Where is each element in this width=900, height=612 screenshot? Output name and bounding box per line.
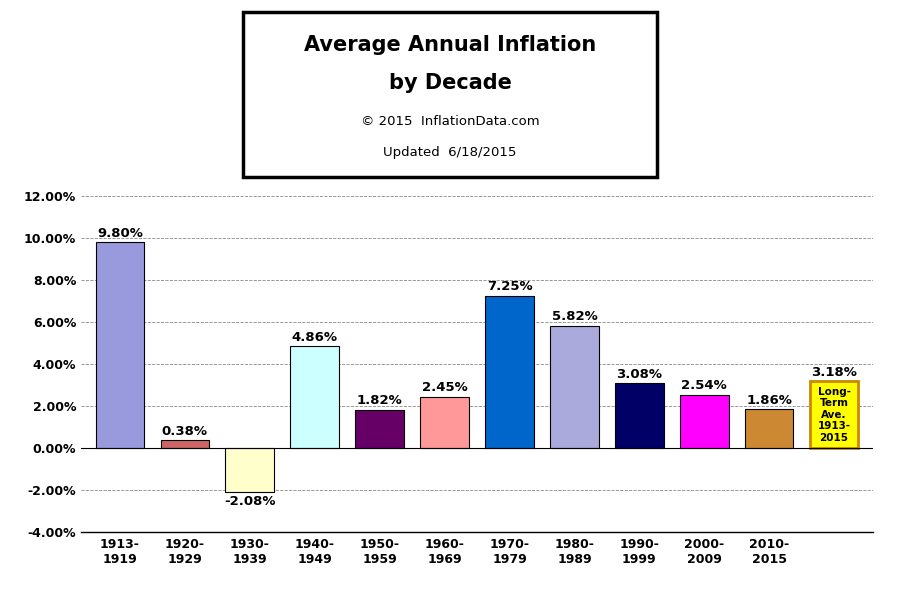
Text: Average Annual Inflation: Average Annual Inflation: [304, 35, 596, 55]
Bar: [95, 242, 144, 448]
Text: 9.80%: 9.80%: [97, 226, 143, 239]
Text: 5.82%: 5.82%: [552, 310, 598, 323]
Bar: [615, 384, 663, 448]
Text: 2.45%: 2.45%: [422, 381, 467, 394]
Text: 0.38%: 0.38%: [162, 425, 208, 438]
Bar: [680, 395, 729, 448]
Bar: [291, 346, 339, 448]
Bar: [550, 326, 598, 448]
Text: by Decade: by Decade: [389, 73, 511, 93]
Text: Updated  6/18/2015: Updated 6/18/2015: [383, 146, 517, 159]
Text: 3.08%: 3.08%: [616, 368, 662, 381]
Text: 4.86%: 4.86%: [292, 330, 338, 343]
Bar: [420, 397, 469, 448]
Bar: [225, 448, 274, 492]
Text: 3.18%: 3.18%: [811, 366, 857, 379]
Bar: [160, 440, 209, 448]
Text: 1.82%: 1.82%: [356, 395, 402, 408]
Bar: [485, 296, 534, 448]
Text: 7.25%: 7.25%: [487, 280, 532, 293]
Text: 2.54%: 2.54%: [681, 379, 727, 392]
Text: -2.08%: -2.08%: [224, 494, 275, 507]
Bar: [356, 410, 404, 448]
Text: © 2015  InflationData.com: © 2015 InflationData.com: [361, 115, 539, 128]
Bar: [745, 409, 794, 448]
Text: Long-
Term
Ave.
1913-
2015: Long- Term Ave. 1913- 2015: [817, 387, 850, 443]
Bar: [810, 381, 859, 448]
Text: 1.86%: 1.86%: [746, 394, 792, 406]
